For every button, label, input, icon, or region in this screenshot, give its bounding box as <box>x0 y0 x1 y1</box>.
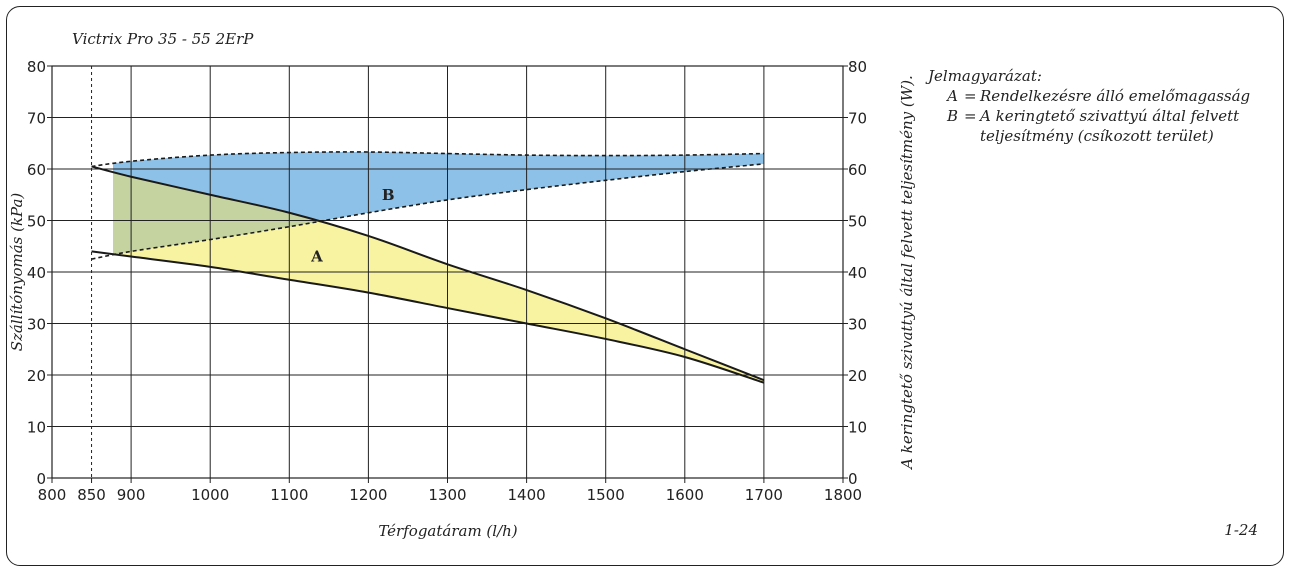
y2-tick-label: 20 <box>848 367 867 385</box>
legend-key-b: B <box>946 107 958 125</box>
y-axis-label: Szállítónyomás (kPa) <box>8 193 26 352</box>
legend-item-b: B = A keringtető szivattyú által felvett <box>928 106 1250 126</box>
legend-heading: Jelmagyarázat: <box>928 67 1042 85</box>
annotation-a: A <box>310 248 323 266</box>
y2-axis-label: A keringtető szivattyú által felvett tel… <box>898 75 916 471</box>
x-tick-label: 900 <box>117 486 146 504</box>
legend-eq-a: = <box>964 87 977 105</box>
legend: Jelmagyarázat: A = Rendelkezésre álló em… <box>928 66 1250 146</box>
y-tick-label: 20 <box>27 367 46 385</box>
x-tick-label: 1600 <box>666 486 704 504</box>
x-tick-label: 1000 <box>191 486 229 504</box>
y2-tick-label: 40 <box>848 264 867 282</box>
x-tick-label: 1200 <box>349 486 387 504</box>
y2-tick-label: 80 <box>848 58 867 76</box>
y-tick-label: 60 <box>27 161 46 179</box>
y2-tick-label: 50 <box>848 213 867 231</box>
legend-text-b-line2: teljesítmény (csíkozott terület) <box>980 127 1214 145</box>
grid-lines <box>47 65 848 483</box>
tick-labels: 800 850 900 1000 1100 1200 1300 1400 1500 1600 170… <box>27 58 867 504</box>
x-tick-label: 1700 <box>745 486 783 504</box>
y2-tick-label: 70 <box>848 110 867 128</box>
x-tick-label: 1800 <box>824 486 862 504</box>
legend-text-b-line1: A keringtető szivattyú által felvett <box>980 107 1240 125</box>
legend-text-a: Rendelkezésre álló emelőmagasság <box>980 87 1251 105</box>
x-tick-label: 1100 <box>270 486 308 504</box>
y-tick-label: 0 <box>36 470 46 488</box>
y-tick-label: 10 <box>27 419 46 437</box>
x-tick-label: 1400 <box>508 486 546 504</box>
y-tick-label: 70 <box>27 110 46 128</box>
area-fills <box>113 151 764 383</box>
x-tick-label: 1500 <box>587 486 625 504</box>
curve-lines <box>91 151 765 384</box>
y-tick-label: 80 <box>27 58 46 76</box>
y-tick-label: 30 <box>27 316 46 334</box>
chart-title: Victrix Pro 35 - 55 2ErP <box>72 30 254 48</box>
curve-a-lower <box>91 250 765 384</box>
y-tick-label: 50 <box>27 213 46 231</box>
x-tick-label: 800 <box>38 486 67 504</box>
area-b <box>113 151 764 255</box>
x-tick-label: 1300 <box>428 486 466 504</box>
x-axis-label: Térfogatáram (l/h) <box>378 522 517 540</box>
curve-b-lower <box>91 163 764 260</box>
y2-tick-label: 0 <box>848 470 858 488</box>
y2-tick-label: 60 <box>848 161 867 179</box>
curve-b-upper <box>91 151 764 168</box>
legend-eq-b: = <box>964 107 977 125</box>
legend-item-b-cont: teljesítmény (csíkozott terület) <box>928 126 1250 146</box>
annotation-b: B <box>382 186 395 204</box>
legend-key-a: A <box>947 87 958 105</box>
figure-number: 1-24 <box>1224 521 1258 539</box>
x-tick-label: 850 <box>77 486 106 504</box>
curve-a-upper <box>91 165 765 382</box>
y-tick-label: 40 <box>27 264 46 282</box>
y2-tick-label: 10 <box>848 419 867 437</box>
y2-tick-label: 30 <box>848 316 867 334</box>
legend-item-a: A = Rendelkezésre álló emelőmagasság <box>928 86 1250 106</box>
